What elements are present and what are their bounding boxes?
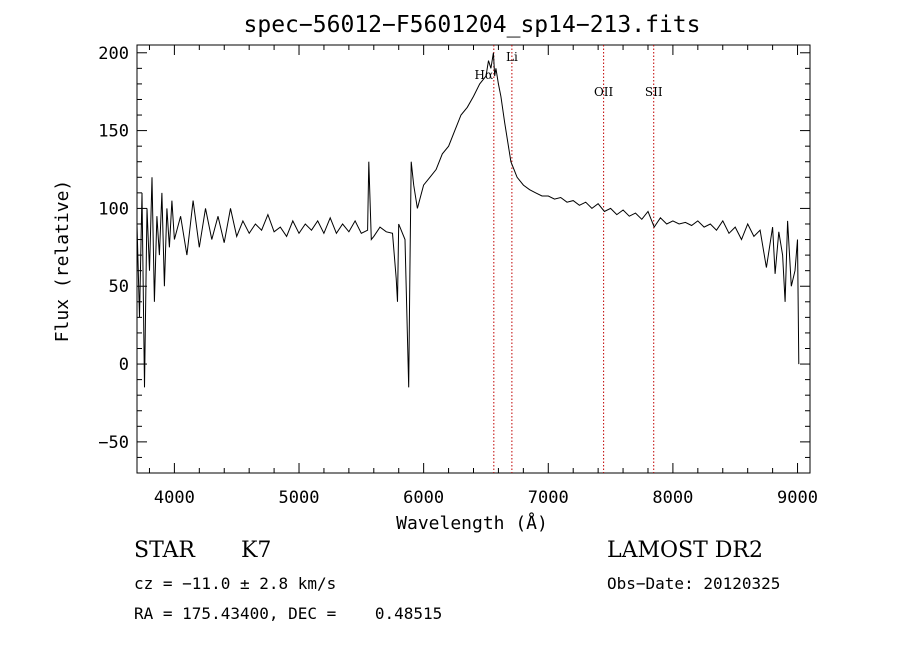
- line-marker-label: Hα: [475, 68, 494, 82]
- y-tick-label: 50: [109, 277, 129, 297]
- axis-ticks: [137, 45, 810, 473]
- y-tick-label: 100: [98, 199, 129, 219]
- y-tick-label: 0: [119, 355, 129, 375]
- survey-label: LAMOST DR2: [607, 538, 763, 563]
- x-tick-label: 5000: [279, 488, 320, 508]
- y-axis-label: Flux (relative): [52, 180, 73, 343]
- x-tick-label: 7000: [528, 488, 569, 508]
- y-tick-labels: −50 0 50 100 150 200: [98, 44, 129, 453]
- x-axis-label: Wavelength (Å): [396, 512, 548, 534]
- x-tick-label: 9000: [777, 488, 818, 508]
- class-label: STAR: [134, 538, 195, 563]
- y-tick-label: 200: [98, 44, 129, 64]
- line-marker-label: SII: [645, 85, 663, 99]
- line-marker-label: OII: [594, 85, 614, 99]
- x-tick-labels: 4000 5000 6000 7000 8000 9000: [154, 488, 818, 508]
- x-tick-label: 4000: [154, 488, 195, 508]
- cz-text: cz = −11.0 ± 2.8 km/s: [134, 574, 337, 593]
- radec-text: RA = 175.43400, DEC = 0.48515: [134, 604, 443, 623]
- y-tick-label: −50: [98, 433, 129, 453]
- x-tick-label: 6000: [403, 488, 444, 508]
- chart-title: spec−56012−F5601204_sp14−213.fits: [244, 12, 701, 38]
- line-marker-label: Li: [506, 50, 518, 64]
- emission-line-markers: Hα Li OII SII: [475, 45, 663, 473]
- spectrum-line: [136, 52, 800, 388]
- plot-frame: [136, 44, 811, 474]
- obsdate-text: Obs−Date: 20120325: [607, 574, 781, 593]
- subclass-label: K7: [241, 538, 272, 563]
- y-tick-label: 150: [98, 122, 129, 142]
- x-tick-label: 8000: [652, 488, 693, 508]
